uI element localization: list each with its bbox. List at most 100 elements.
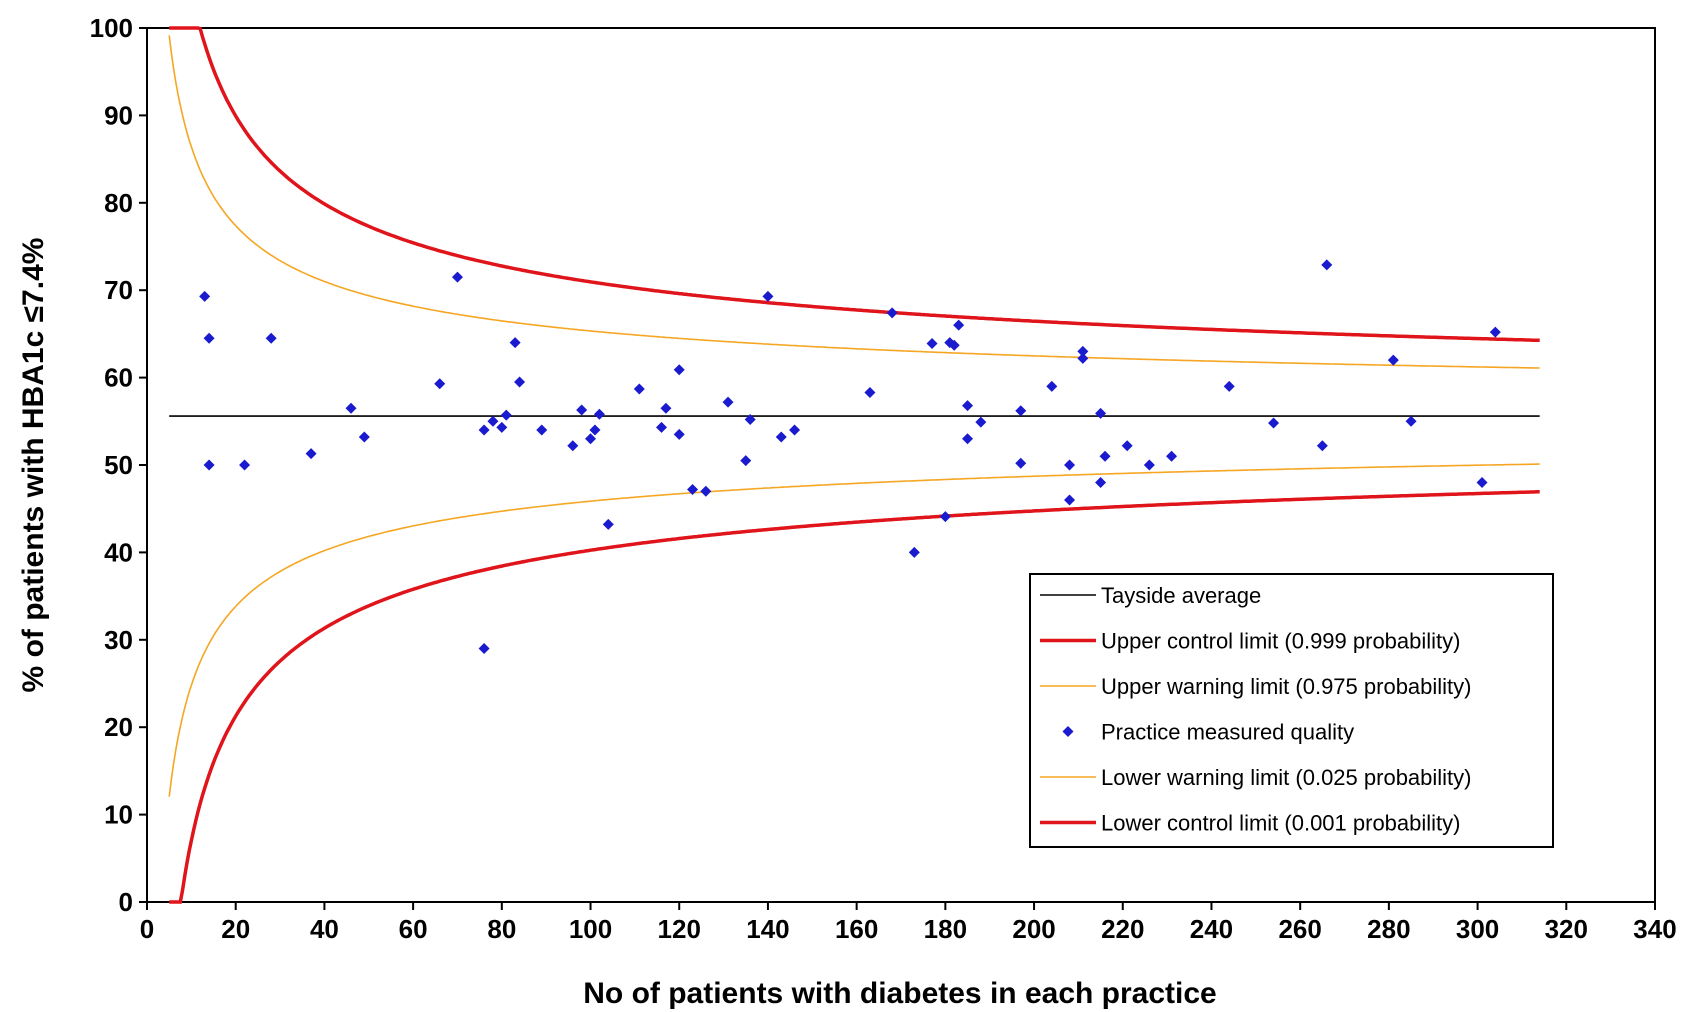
lower-warning-line	[168, 463, 1540, 797]
y-tick-label: 90	[104, 100, 133, 130]
practice-point	[576, 404, 588, 416]
practice-point	[1405, 415, 1417, 427]
y-tick-label: 10	[104, 800, 133, 830]
practice-point	[478, 424, 490, 436]
practice-point	[660, 402, 672, 414]
x-tick-label: 340	[1633, 914, 1676, 944]
practice-point	[199, 290, 211, 302]
practice-point	[500, 409, 512, 421]
practice-point	[509, 337, 521, 349]
practice-point	[487, 415, 499, 427]
practice-point	[1077, 345, 1089, 357]
practice-point	[1316, 440, 1328, 452]
x-tick-label: 20	[221, 914, 250, 944]
practice-point	[305, 448, 317, 460]
practice-point	[762, 290, 774, 302]
practice-point	[265, 332, 277, 344]
practice-point	[602, 518, 614, 530]
practice-point	[203, 332, 215, 344]
practice-point	[886, 307, 898, 319]
practice-point	[1489, 326, 1501, 338]
practice-point	[1077, 352, 1089, 364]
y-axis-title: % of patients with HBA1c ≤7.4%	[17, 238, 50, 693]
y-tick-label: 80	[104, 188, 133, 218]
x-tick-label: 240	[1190, 914, 1233, 944]
practice-point	[1015, 405, 1027, 417]
practice-point	[939, 511, 951, 523]
practice-point	[1387, 354, 1399, 366]
x-axis-title: No of patients with diabetes in each pra…	[583, 977, 1216, 1010]
chart-lines	[168, 26, 1540, 904]
practice-point	[740, 455, 752, 467]
practice-point	[655, 421, 667, 433]
practice-point	[962, 400, 974, 412]
legend-label: Tayside average	[1101, 583, 1261, 608]
x-tick-label: 140	[746, 914, 789, 944]
y-tick-label: 70	[104, 275, 133, 305]
practice-point	[203, 459, 215, 471]
practice-point	[1095, 407, 1107, 419]
practice-point	[687, 483, 699, 495]
legend-box	[1029, 573, 1554, 848]
practice-point	[908, 546, 920, 558]
y-tick-label: 20	[104, 712, 133, 742]
y-tick-label: 100	[90, 13, 133, 43]
practice-point	[744, 414, 756, 426]
practice-point	[789, 424, 801, 436]
x-tick-label: 220	[1101, 914, 1144, 944]
practice-point	[536, 424, 548, 436]
x-tick-label: 320	[1545, 914, 1588, 944]
x-tick-label: 100	[569, 914, 612, 944]
practice-point	[358, 431, 370, 443]
practice-point	[722, 396, 734, 408]
x-tick-label: 160	[835, 914, 878, 944]
practice-point	[1099, 450, 1111, 462]
practice-points	[199, 259, 1501, 655]
upper-control-line	[169, 26, 1540, 343]
practice-point	[514, 376, 526, 388]
legend-label: Practice measured quality	[1101, 720, 1354, 745]
practice-point	[434, 378, 446, 390]
practice-point	[673, 428, 685, 440]
practice-point	[1095, 476, 1107, 488]
x-tick-label: 260	[1278, 914, 1321, 944]
legend-label: Lower control limit (0.001 probability)	[1101, 811, 1461, 836]
practice-point	[345, 402, 357, 414]
practice-point	[567, 440, 579, 452]
legend-label: Upper control limit (0.999 probability)	[1101, 629, 1461, 654]
practice-point	[864, 386, 876, 398]
x-tick-label: 120	[658, 914, 701, 944]
practice-point	[1476, 476, 1488, 488]
x-tick-label: 80	[487, 914, 516, 944]
practice-point	[633, 383, 645, 395]
practice-point	[478, 643, 490, 655]
practice-point	[1223, 380, 1235, 392]
practice-point	[953, 319, 965, 331]
practice-point	[1166, 450, 1178, 462]
y-tick-label: 40	[104, 537, 133, 567]
practice-point	[1268, 417, 1280, 429]
practice-point	[585, 433, 597, 445]
practice-point	[1321, 259, 1333, 271]
legend-marker-points	[1062, 726, 1074, 737]
practice-point	[1064, 494, 1076, 506]
legend: Tayside average Upper control limit (0.99…	[1029, 573, 1554, 848]
practice-point	[1015, 457, 1027, 469]
y-tick-label: 30	[104, 625, 133, 655]
x-tick-label: 300	[1456, 914, 1499, 944]
practice-point	[948, 339, 960, 351]
practice-point	[975, 416, 987, 428]
x-tick-label: 0	[140, 914, 154, 944]
practice-point	[926, 338, 938, 350]
x-tick-label: 280	[1367, 914, 1410, 944]
legend-label: Upper warning limit (0.975 probability)	[1101, 674, 1472, 699]
y-tick-label: 0	[119, 887, 133, 917]
practice-point	[1143, 459, 1155, 471]
legend-label: Lower warning limit (0.025 probability)	[1101, 765, 1472, 790]
practice-point	[1064, 459, 1076, 471]
practice-point	[1046, 380, 1058, 392]
practice-point	[1121, 440, 1133, 452]
x-tick-label: 60	[399, 914, 428, 944]
